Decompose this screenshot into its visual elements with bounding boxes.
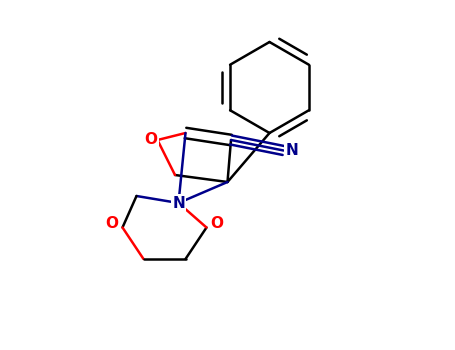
Text: N: N [172,196,185,210]
Text: O: O [106,217,118,231]
Text: N: N [286,143,298,158]
Text: O: O [144,133,157,147]
Text: O: O [211,217,223,231]
